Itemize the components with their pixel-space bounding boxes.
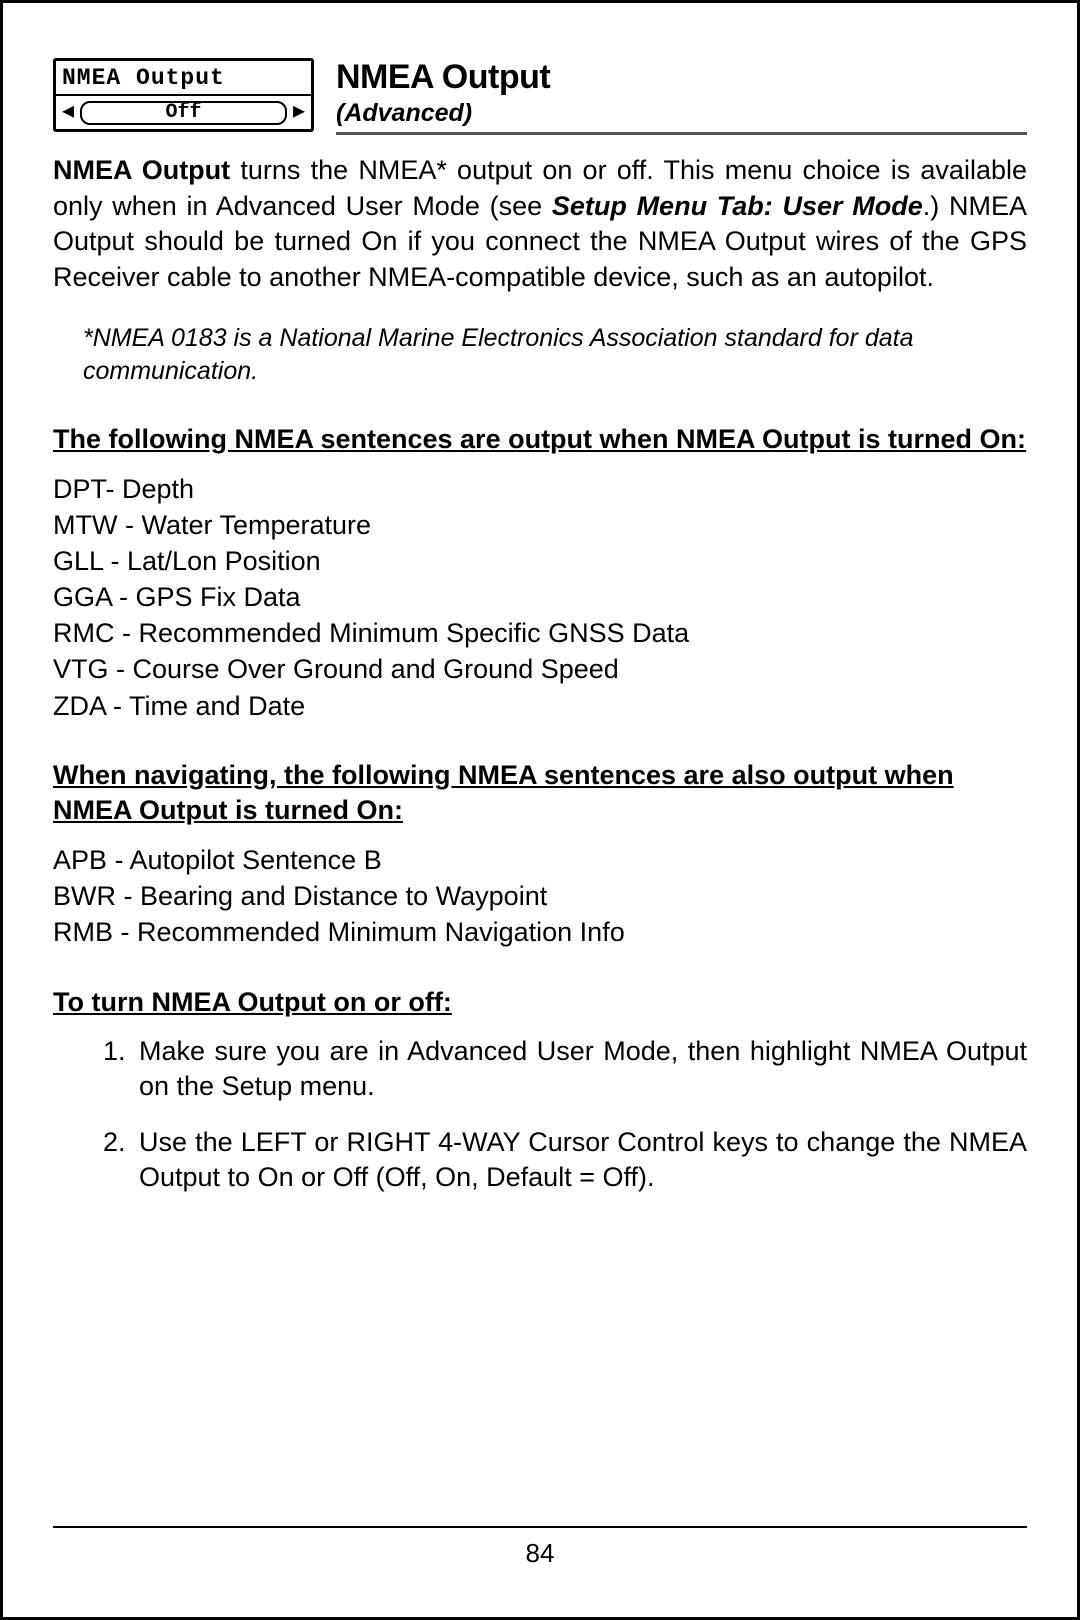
step-item: Use the LEFT or RIGHT 4-WAY Cursor Contr… xyxy=(133,1125,1027,1196)
list-item: RMB - Recommended Minimum Navigation Inf… xyxy=(53,914,1027,950)
page-number: 84 xyxy=(53,1538,1027,1569)
intro-ref: Setup Menu Tab: User Mode xyxy=(552,191,923,221)
section2-heading: When navigating, the following NMEA sent… xyxy=(53,758,1027,828)
list-item: GLL - Lat/Lon Position xyxy=(53,543,1027,579)
list-item: VTG - Course Over Ground and Ground Spee… xyxy=(53,651,1027,687)
page-subtitle: (Advanced) xyxy=(336,99,1027,128)
intro-lead: NMEA Output xyxy=(53,155,230,185)
list-item: DPT- Depth xyxy=(53,471,1027,507)
page-footer: 84 xyxy=(53,1526,1027,1569)
intro-paragraph: NMEA Output turns the NMEA* output on or… xyxy=(53,153,1027,296)
lcd-value: Off xyxy=(80,101,287,125)
section1-list: DPT- Depth MTW - Water Temperature GLL -… xyxy=(53,471,1027,724)
header-row: NMEA Output ◀ Off ▶ NMEA Output (Advance… xyxy=(53,58,1027,135)
lcd-left-arrow-icon: ◀ xyxy=(62,103,74,123)
list-item: GGA - GPS Fix Data xyxy=(53,579,1027,615)
lcd-widget: NMEA Output ◀ Off ▶ xyxy=(53,58,314,132)
section3-steps: Make sure you are in Advanced User Mode,… xyxy=(53,1034,1027,1197)
section1-heading: The following NMEA sentences are output … xyxy=(53,422,1027,457)
footer-rule xyxy=(53,1526,1027,1528)
heading-rule xyxy=(336,132,1027,135)
list-item: BWR - Bearing and Distance to Waypoint xyxy=(53,878,1027,914)
heading-block: NMEA Output (Advanced) xyxy=(336,58,1027,135)
section2-list: APB - Autopilot Sentence B BWR - Bearing… xyxy=(53,842,1027,951)
lcd-value-row: ◀ Off ▶ xyxy=(56,96,311,129)
page-title: NMEA Output xyxy=(336,58,1027,97)
lcd-title: NMEA Output xyxy=(56,61,311,96)
footnote: *NMEA 0183 is a National Marine Electron… xyxy=(53,322,1027,388)
step-item: Make sure you are in Advanced User Mode,… xyxy=(133,1034,1027,1105)
list-item: RMC - Recommended Minimum Specific GNSS … xyxy=(53,615,1027,651)
lcd-right-arrow-icon: ▶ xyxy=(293,103,305,123)
manual-page: NMEA Output ◀ Off ▶ NMEA Output (Advance… xyxy=(0,0,1080,1620)
section3-heading: To turn NMEA Output on or off: xyxy=(53,985,1027,1020)
list-item: APB - Autopilot Sentence B xyxy=(53,842,1027,878)
body: NMEA Output turns the NMEA* output on or… xyxy=(53,153,1027,1196)
list-item: ZDA - Time and Date xyxy=(53,688,1027,724)
list-item: MTW - Water Temperature xyxy=(53,507,1027,543)
